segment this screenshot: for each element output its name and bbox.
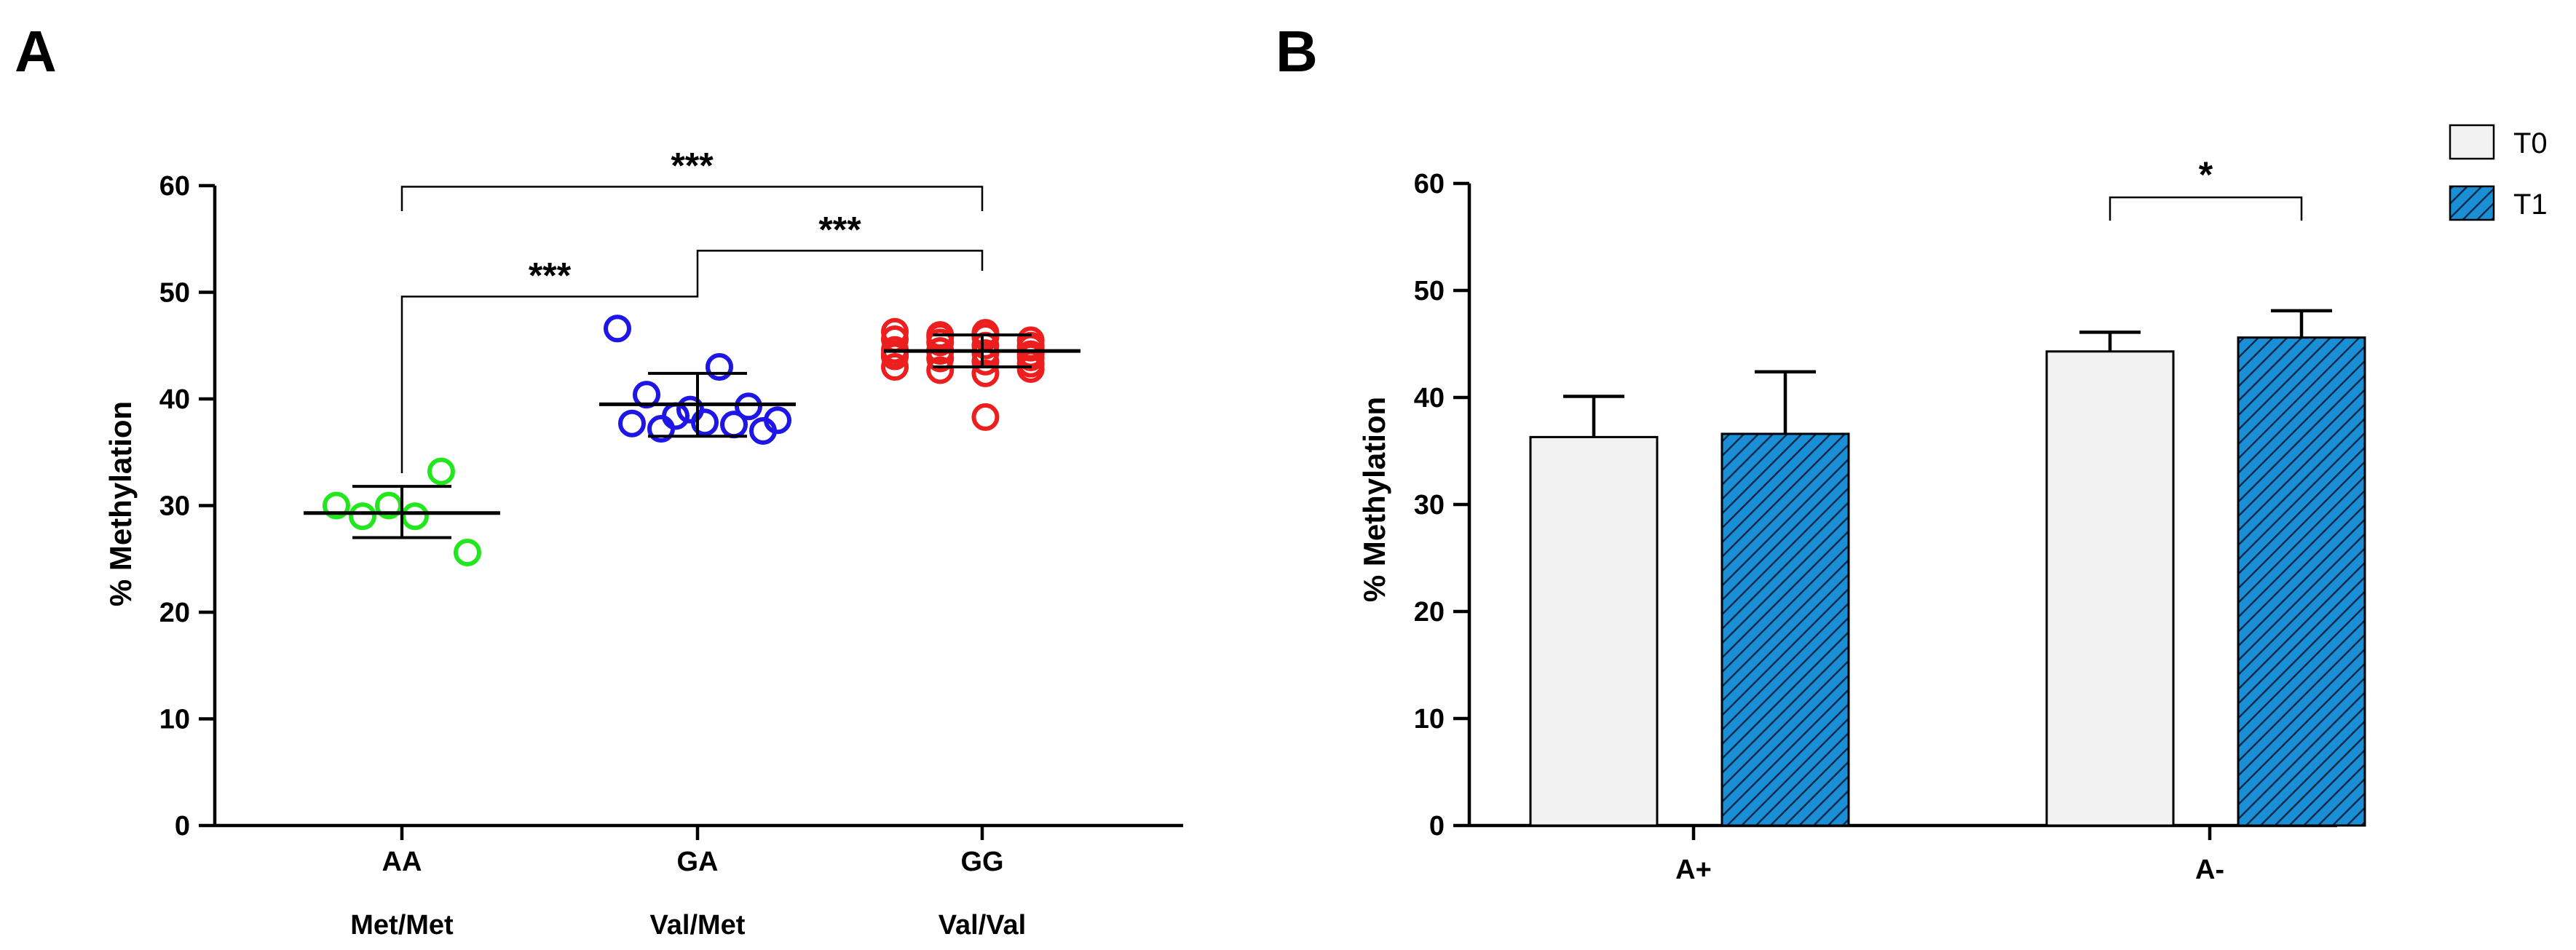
data-point (720, 411, 748, 439)
data-point (971, 403, 1000, 431)
data-point (926, 323, 955, 352)
significance-label: * (2199, 154, 2213, 195)
x-category-allele: Met/Met (350, 910, 454, 941)
data-point (604, 314, 631, 343)
data-point (971, 319, 1000, 347)
data-point (454, 538, 481, 566)
data-point (735, 392, 762, 421)
data-point (881, 342, 909, 371)
legend-swatch-t1 (2449, 185, 2495, 221)
significance-label: *** (818, 209, 861, 250)
data-point (427, 457, 455, 486)
data-point (971, 359, 1000, 387)
panel-a-axes: 0 10 20 30 40 50 60 (159, 171, 1183, 842)
x-category-allele: Val/Val (939, 910, 1026, 941)
data-point (323, 491, 350, 520)
panel-b-bars (1529, 309, 2366, 827)
panel-b-significance: * (2109, 154, 2303, 221)
significance-label: *** (671, 145, 714, 186)
significance-bracket (400, 271, 699, 473)
data-point (881, 353, 909, 381)
y-tick-label: 20 (1414, 597, 1445, 628)
y-tick-label: 30 (1414, 490, 1445, 520)
y-tick-label: 40 (1414, 383, 1445, 413)
data-point (926, 356, 955, 384)
data-point (633, 381, 660, 409)
data-point (676, 395, 704, 424)
x-category-genotype: AA (382, 847, 422, 877)
data-point (349, 502, 376, 531)
x-category-label: A+ (1675, 855, 1712, 885)
bar-t0 (2045, 350, 2175, 827)
panel-a-y-axis-title: % Methylation (103, 401, 138, 606)
panel-b-y-axis-title: % Methylation (1357, 397, 1391, 602)
y-tick-label: 0 (1429, 811, 1445, 842)
panel-label-b: B (1276, 19, 1318, 84)
x-category-genotype: GA (677, 847, 719, 877)
panel-b-axes: 0 10 20 30 40 50 60 (1414, 169, 2337, 842)
significance-label: *** (529, 255, 572, 296)
x-category-genotype: GG (960, 847, 1003, 877)
significance-bracket (2109, 196, 2303, 221)
data-point (1016, 343, 1045, 371)
panel-label-a: A (15, 19, 57, 84)
y-tick-label: 10 (1414, 704, 1445, 735)
y-tick-label: 0 (175, 811, 190, 842)
panel-a-significance: *** *** *** (400, 145, 984, 473)
data-point (971, 339, 1000, 368)
y-tick-label: 10 (159, 705, 190, 735)
panel-a-mean-sd (304, 333, 1080, 539)
data-point (749, 416, 777, 445)
y-tick-label: 30 (159, 491, 190, 522)
y-tick-label: 60 (1414, 169, 1445, 199)
y-tick-label: 50 (1414, 276, 1445, 306)
data-point (618, 409, 646, 438)
significance-bracket (696, 250, 984, 271)
data-point (662, 402, 690, 430)
data-point (706, 353, 733, 381)
bar-t1 (2237, 336, 2366, 827)
panel-a: A % Methylation 0 10 20 30 40 50 60 *** ****** … (15, 19, 1183, 941)
bar-t0 (1529, 435, 1659, 827)
legend-label: T1 (2513, 189, 2548, 221)
data-point (647, 415, 675, 443)
legend-swatch-t0 (2449, 124, 2495, 160)
legend-label: T0 (2513, 127, 2548, 159)
bar-t1 (1720, 432, 1850, 827)
panel-b-categories: A+ A- (1675, 855, 2224, 885)
y-tick-label: 60 (159, 171, 190, 202)
y-tick-label: 20 (159, 598, 190, 628)
significance-bracket (400, 186, 984, 211)
data-point (401, 502, 429, 531)
x-category-label: A- (2195, 855, 2224, 885)
y-tick-label: 40 (159, 384, 190, 415)
y-tick-label: 50 (159, 278, 190, 309)
x-category-allele: Val/Met (650, 910, 746, 941)
panel-a-categories: AA Met/Met GA Val/Met GG Val/Val (350, 847, 1026, 941)
panel-a-points (323, 314, 1045, 566)
panel-b-legend: T0 T1 (2449, 124, 2548, 221)
